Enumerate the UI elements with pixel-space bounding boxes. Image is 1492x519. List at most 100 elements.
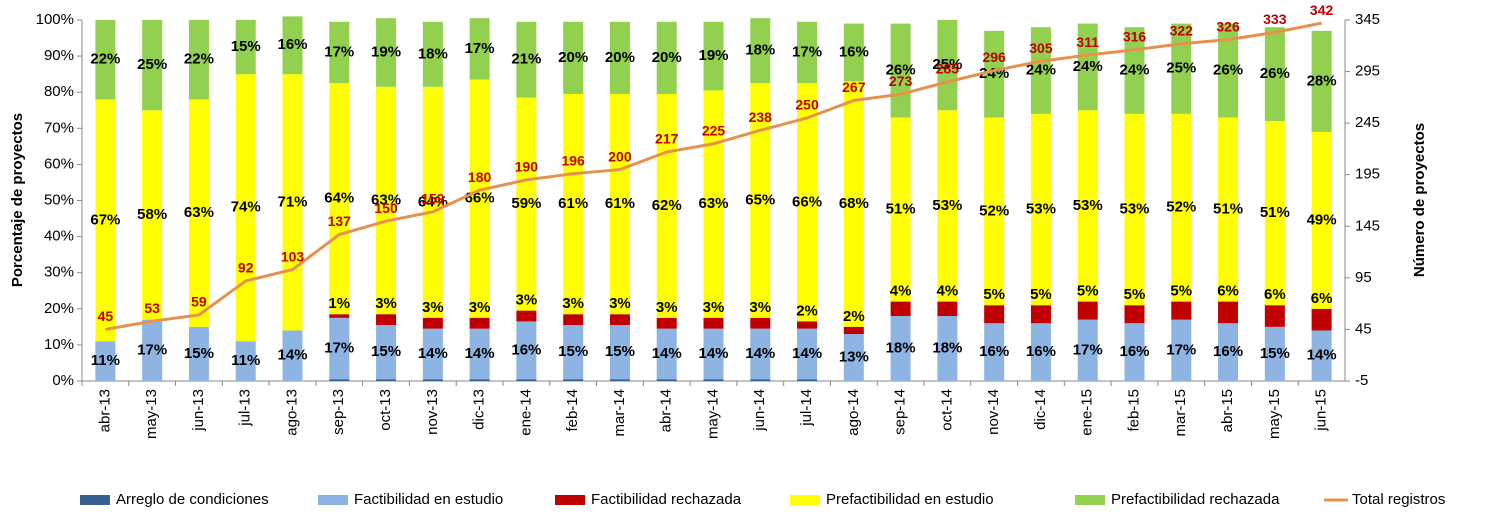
bar-segment [843,23,864,82]
y-tick-label: 10% [44,336,74,353]
data-label: 62% [652,197,682,214]
x-tick-label: abr-15 [1219,389,1236,432]
y2-tick-label: 245 [1355,114,1380,131]
data-label: 15% [558,343,588,360]
data-label: 19% [371,43,401,60]
data-label: 71% [277,193,307,210]
bar-segment [1030,305,1051,324]
line-label: 326 [1216,18,1240,34]
data-label: 3% [375,295,397,312]
legend-swatch [318,495,348,505]
line-label: 53 [144,300,160,316]
data-label: 14% [652,345,682,362]
bar-segment [984,305,1005,324]
data-label: 64% [418,193,448,210]
bar-segment [282,16,303,75]
line-label: 322 [1170,22,1194,38]
data-label: 17% [1073,341,1103,358]
line-label: 311 [1076,34,1099,50]
bar-segment [376,379,397,381]
bar-segment [703,90,724,318]
data-label: 13% [839,349,869,366]
x-tick-label: may-13 [143,389,160,439]
data-label: 51% [886,200,916,217]
data-label: 17% [324,43,354,60]
bar-segment [937,110,958,302]
line-label: 305 [1029,40,1053,56]
data-label: 17% [137,341,167,358]
data-label: 5% [983,286,1005,303]
bar-segment [1171,113,1192,302]
x-tick-label: ago-14 [845,389,862,436]
bar-segment [142,110,163,320]
x-tick-label: jul-13 [237,389,254,427]
data-label: 14% [698,345,728,362]
data-label: 3% [516,292,538,309]
y2-tick-label: 295 [1355,63,1380,80]
bar-segment [750,379,771,381]
data-label: 61% [605,195,635,212]
data-label: 2% [796,302,818,319]
data-label: 74% [231,199,261,216]
data-label: 15% [605,343,635,360]
data-label: 6% [1217,283,1239,300]
x-tick-label: jul-14 [798,389,815,427]
bar-segment [1077,23,1098,111]
bar-segment [376,86,397,315]
bar-segment [95,99,116,342]
data-label: 26% [1213,62,1243,79]
bar-segment [516,321,537,380]
bar-segment [703,21,724,91]
bar-segment [843,326,864,335]
data-label: 53% [1026,200,1056,217]
bar-segment [1077,301,1098,320]
data-label: 51% [1213,200,1243,217]
data-label: 3% [562,295,584,312]
line-label: 159 [421,191,445,207]
line-label: 217 [655,131,679,147]
bar-segment [1030,113,1051,306]
x-tick-label: nov-13 [424,389,441,435]
bar-segment [376,314,397,326]
bar-segment [843,81,864,327]
line-label: 225 [702,122,726,138]
bar-segment [1124,323,1145,381]
bar-segment [329,379,350,381]
data-label: 59% [511,195,541,212]
legend-swatch [790,495,820,505]
data-label: 15% [184,345,214,362]
line-label: 180 [468,169,492,185]
legend-swatch [1075,495,1105,505]
data-label: 17% [792,43,822,60]
y-axis-title: Porcentaje de proyectos [9,113,26,287]
legend-label: Factibilidad rechazada [591,491,742,508]
bar-segment [1218,301,1239,324]
legend-label: Total registros [1352,491,1445,508]
bar-segment [797,321,818,329]
x-tick-label: ene-14 [517,389,534,436]
x-tick-label: ago-13 [283,389,300,436]
line [105,21,1322,331]
bar-segment [469,18,490,80]
line-label: 273 [889,73,913,89]
bar-segment [469,317,490,329]
data-label: 21% [511,51,541,68]
y2-tick-label: 45 [1355,320,1372,337]
legend-label: Arreglo de condiciones [116,491,269,508]
data-label: 1% [328,295,350,312]
data-label: 22% [184,51,214,68]
data-label: 25% [932,56,962,73]
bar-segment [1311,308,1332,331]
x-tick-label: may-14 [704,389,721,439]
bar-segment [376,18,397,87]
x-tick-label: jun-13 [190,389,207,432]
bar-segment [984,30,1005,118]
bar-segment [142,20,163,111]
y-tick-label: 80% [44,83,74,100]
data-label: 20% [605,49,635,66]
bar-segment [937,301,958,317]
data-label: 18% [418,45,448,62]
bar-segment [656,21,677,95]
data-label: 15% [1260,345,1290,362]
